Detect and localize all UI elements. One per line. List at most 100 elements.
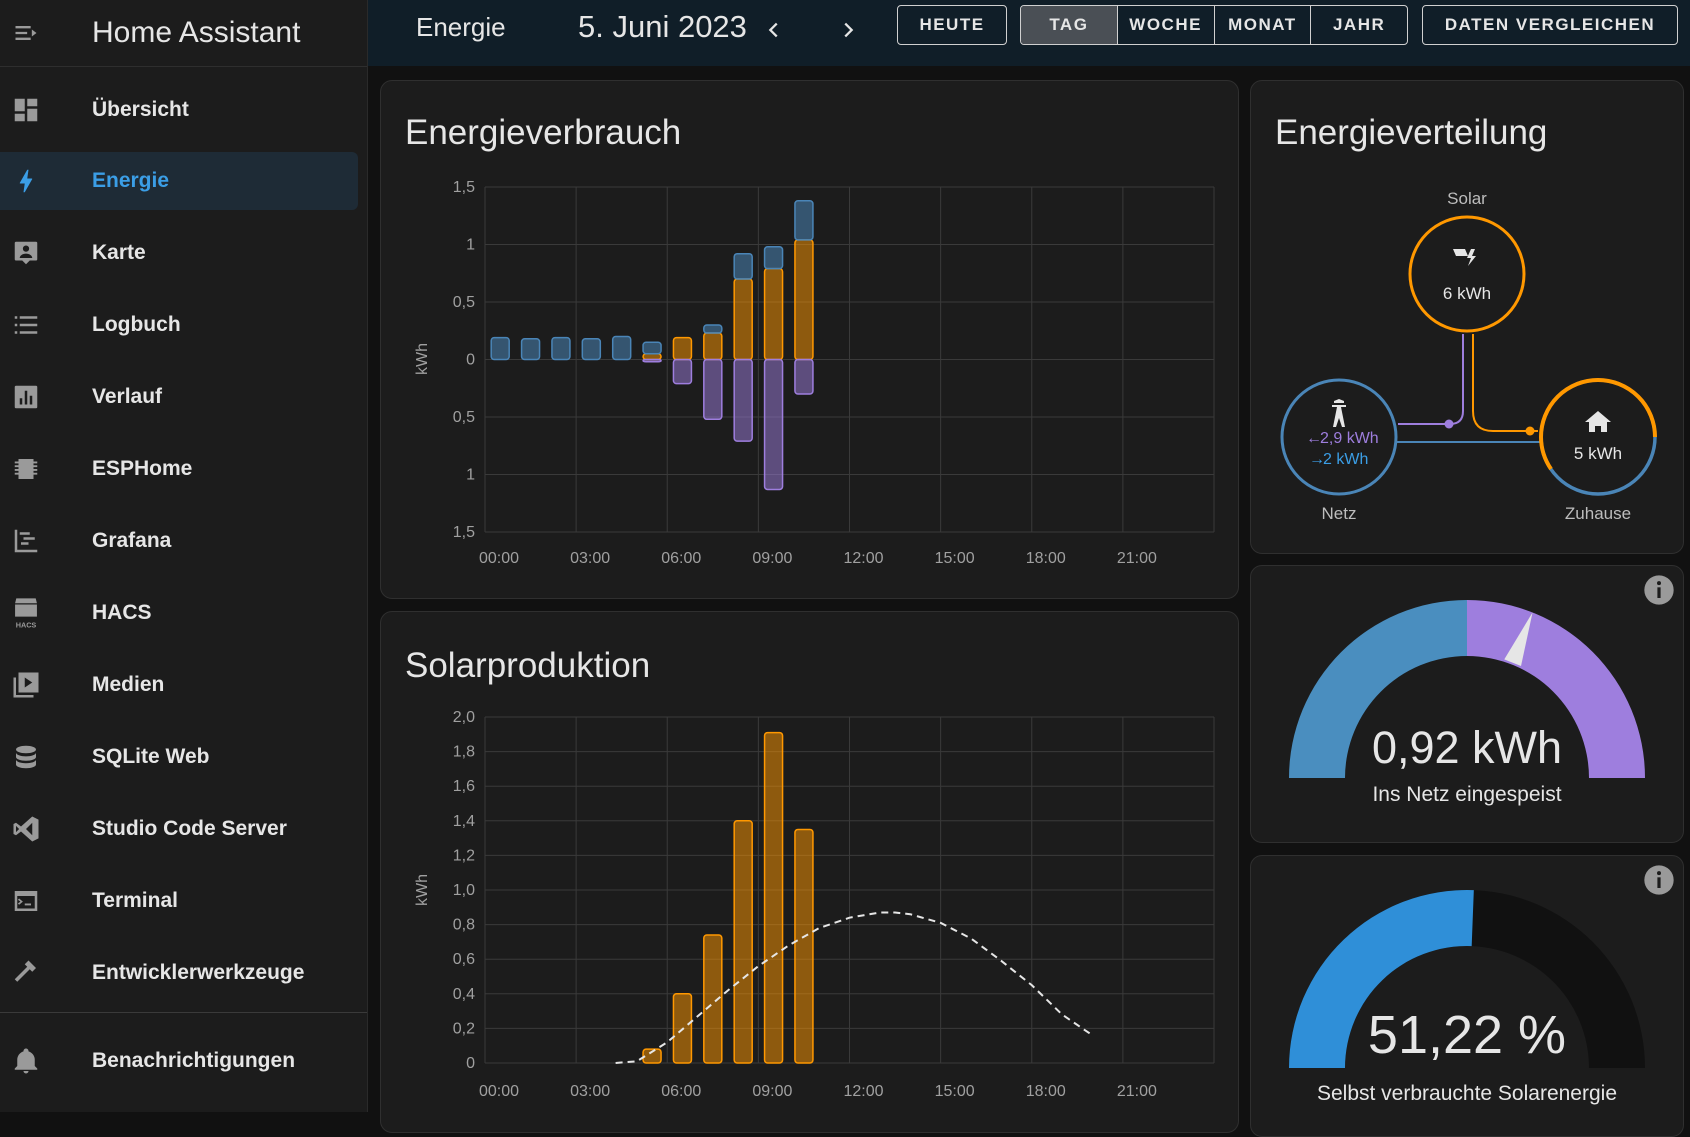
sidebar-item-label: Energie <box>92 169 170 192</box>
period-day-button[interactable]: TAG <box>1021 6 1118 44</box>
sidebar-item-label: Medien <box>92 673 165 696</box>
y-tick-label: 0,4 <box>453 986 475 1003</box>
bar-solar <box>733 820 753 1064</box>
y-tick-label: 1,4 <box>453 813 475 830</box>
solar-label: Solar <box>1447 189 1487 208</box>
top-bar: Energie 5. Juni 2023 HEUTE TAG WOCHE MON… <box>368 0 1690 66</box>
period-week-button[interactable]: WOCHE <box>1118 6 1215 44</box>
app-title: Home Assistant <box>92 16 301 49</box>
y-tick-label: 1,6 <box>453 778 475 795</box>
bar-grid <box>551 336 571 361</box>
sidebar-item-sqlite-web[interactable]: SQLite Web <box>0 728 358 786</box>
solar-value: 6 kWh <box>1443 284 1491 303</box>
bar-grid <box>703 324 723 334</box>
sidebar-item-logbuch[interactable]: Logbuch <box>0 296 358 354</box>
bar-grid <box>794 200 814 241</box>
chip-icon <box>10 453 42 485</box>
solar-production-title: Solarproduktion <box>405 646 651 685</box>
gauge-segment-return <box>1467 600 1645 778</box>
grid-in-value: 2,9 kWh <box>1320 430 1379 447</box>
bar-solar <box>672 336 693 361</box>
sidebar-item-energie[interactable]: Energie <box>0 152 358 210</box>
x-tick-label: 09:00 <box>752 550 792 567</box>
chart-gantt-icon <box>10 525 42 557</box>
bar-solar <box>794 239 814 361</box>
next-period-button[interactable] <box>830 12 866 48</box>
sidebar-item-label: SQLite Web <box>92 745 210 768</box>
y-tick-label: 1,5 <box>453 524 475 541</box>
bar-return <box>763 358 784 491</box>
gauge-fill <box>1289 890 1474 1068</box>
bar-grid <box>520 338 541 361</box>
sidebar-item-karte[interactable]: Karte <box>0 224 358 282</box>
solar-to-grid-line <box>1398 334 1464 425</box>
bar-grid <box>490 336 510 361</box>
flow-dot <box>1444 419 1454 429</box>
x-tick-label: 06:00 <box>661 550 701 567</box>
bar-solar <box>703 934 723 1064</box>
y-tick-label: 0,2 <box>453 1020 475 1037</box>
bell-icon <box>10 1045 42 1077</box>
gauge-segment-grid <box>1289 600 1467 778</box>
sidebar-item-label: Grafana <box>92 529 172 552</box>
x-tick-label: 06:00 <box>661 1083 701 1100</box>
hacs-icon: HACS <box>10 597 42 630</box>
today-button[interactable]: HEUTE <box>897 5 1007 45</box>
sidebar-item-uebersicht[interactable]: Übersicht <box>0 81 358 139</box>
solar-production-chart: 0 0,2 0,4 0,6 0,8 1,0 1,2 1,4 1,6 1,8 2,0 00:00 03:0… <box>414 709 1215 1100</box>
period-month-button[interactable]: MONAT <box>1215 6 1312 44</box>
y-tick-label: 1,2 <box>453 847 475 864</box>
sidebar-item-grafana[interactable]: Grafana <box>0 512 358 570</box>
home-value: 5 kWh <box>1574 444 1622 463</box>
y-tick-label: 0,5 <box>453 409 475 426</box>
sidebar-item-hacs[interactable]: HACS HACS <box>0 584 358 642</box>
previous-period-button[interactable] <box>756 12 792 48</box>
sidebar-item-studio-code-server[interactable]: Studio Code Server <box>0 800 358 858</box>
vscode-icon <box>10 813 42 845</box>
grid-in-arrow: ← <box>1306 430 1322 447</box>
menu-icon[interactable] <box>12 19 40 47</box>
grid-out-arrow: → <box>1309 451 1325 468</box>
y-tick-label: 0,5 <box>453 294 475 311</box>
date-display: 5. Juni 2023 <box>578 9 747 44</box>
sidebar-item-terminal[interactable]: Terminal <box>0 872 358 930</box>
solar-node <box>1408 215 1526 333</box>
grid-node <box>1280 378 1398 496</box>
dashboard-icon <box>10 94 42 126</box>
map-account-icon <box>10 237 42 269</box>
sidebar-divider <box>0 1012 367 1013</box>
period-year-button[interactable]: JAHR <box>1332 15 1386 34</box>
sidebar-item-esphome[interactable]: ESPHome <box>0 440 358 498</box>
x-tick-label: 15:00 <box>935 550 975 567</box>
bar-solar <box>733 278 753 361</box>
x-tick-label: 03:00 <box>570 1083 610 1100</box>
sidebar-item-verlauf[interactable]: Verlauf <box>0 368 358 426</box>
grid-label: Netz <box>1322 504 1357 523</box>
sidebar-item-medien[interactable]: Medien <box>0 656 358 714</box>
list-icon <box>10 309 42 341</box>
chart-box-icon <box>10 381 42 413</box>
gauge-label: Selbst verbrauchte Solarenergie <box>1317 1082 1617 1105</box>
self-consumption-gauge-card: 51,22 % Selbst verbrauchte Solarenergie <box>1250 855 1684 1137</box>
sidebar-item-label: Entwicklerwerkzeuge <box>92 961 305 984</box>
sidebar-item-notifications[interactable]: Benachrichtigungen <box>0 1032 358 1090</box>
info-icon[interactable] <box>1643 864 1675 896</box>
info-icon[interactable] <box>1643 574 1675 606</box>
sidebar-item-label: Logbuch <box>92 313 181 336</box>
sidebar-item-label: Terminal <box>92 889 178 912</box>
x-tick-label: 12:00 <box>843 550 883 567</box>
y-tick-label: 1,0 <box>453 882 475 899</box>
y-tick-label: 1 <box>466 237 475 254</box>
grid-out-value: 2 kWh <box>1323 451 1368 468</box>
lightning-bolt-icon <box>10 165 42 197</box>
y-tick-label: 0,6 <box>453 951 475 968</box>
compare-data-button[interactable]: DATEN VERGLEICHEN <box>1422 5 1678 45</box>
bar-grid <box>733 252 753 280</box>
sidebar-item-entwicklerwerkzeuge[interactable]: Entwicklerwerkzeuge <box>0 944 358 1002</box>
self-consumption-gauge: 51,22 % Selbst verbrauchte Solarenergie <box>1289 890 1645 1105</box>
sidebar-item-label: Übersicht <box>92 98 189 121</box>
sidebar-notifications-label: Benachrichtigungen <box>92 1049 296 1072</box>
solar-to-home-line <box>1472 334 1538 432</box>
y-tick-label: 0 <box>466 1055 475 1072</box>
grid-return-gauge-card: 0,92 kWh Ins Netz eingespeist <box>1250 565 1684 843</box>
